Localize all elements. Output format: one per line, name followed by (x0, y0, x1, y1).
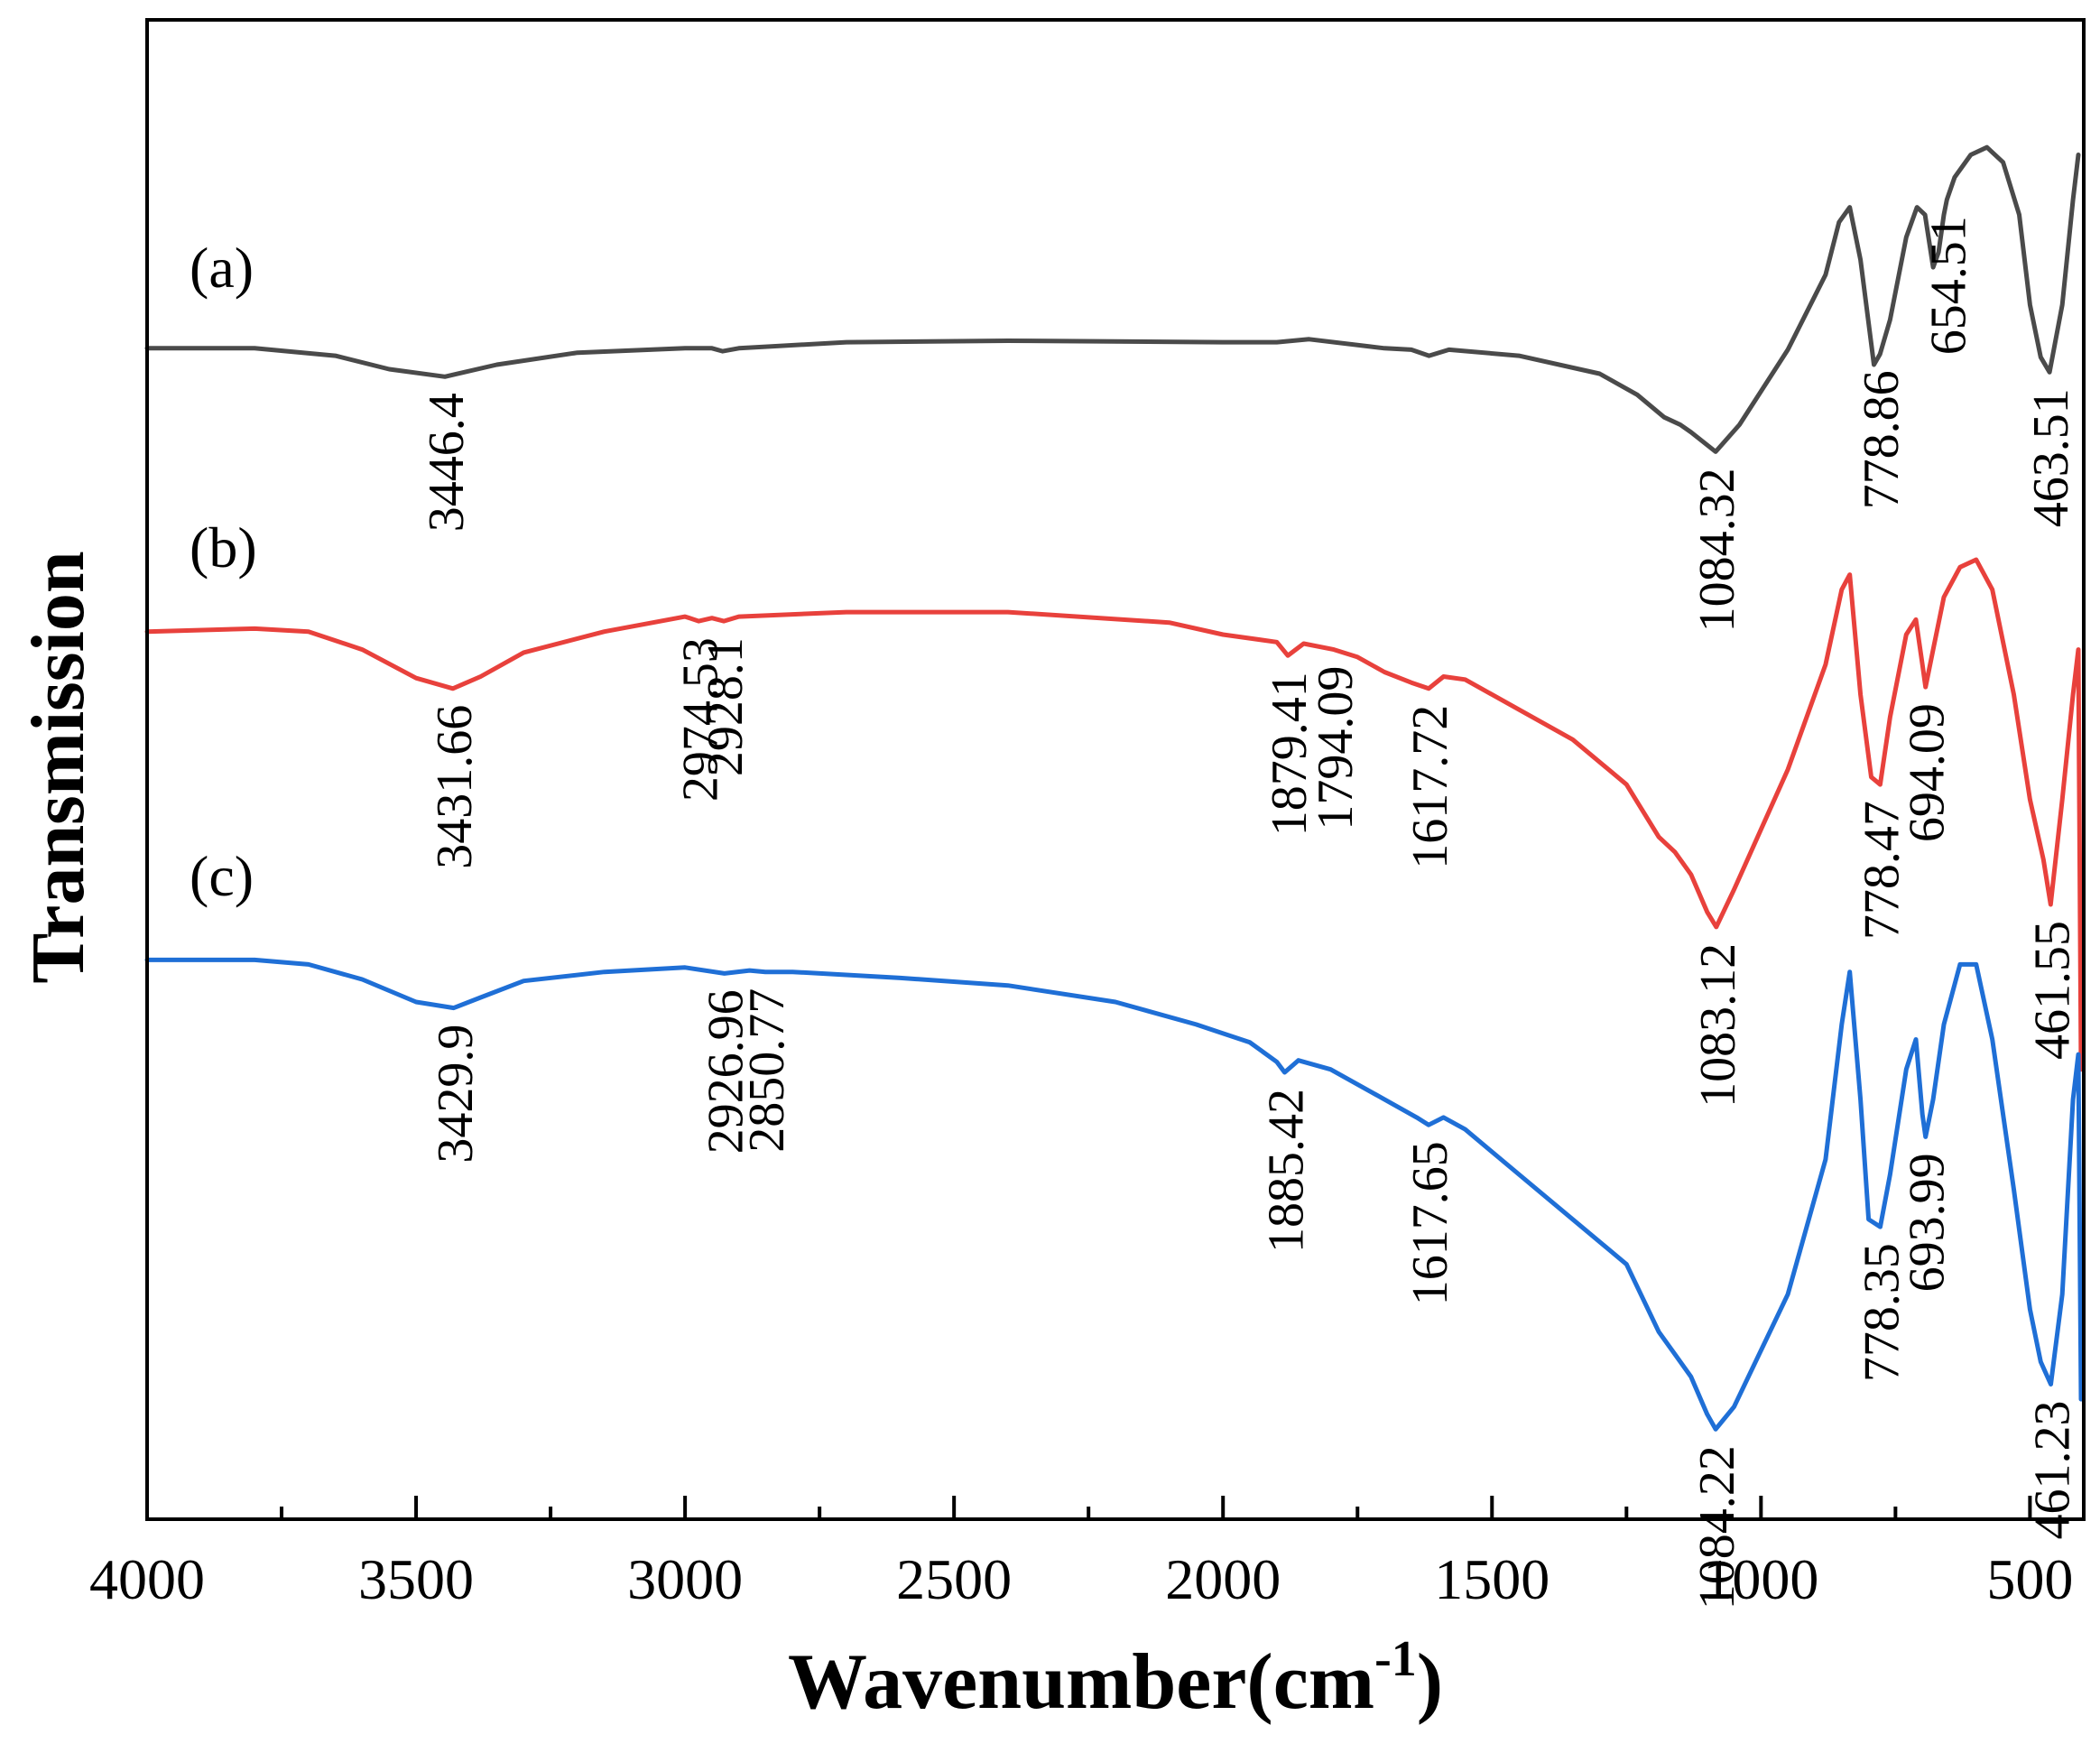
x-tick-label: 1000 (1703, 1547, 1818, 1611)
peak-label: 2974.53 (672, 637, 728, 802)
tick-layer: 4000 3500 3000 2500 2000 1500 1000 500 (89, 1496, 2073, 1611)
x-tick-label: 3500 (358, 1547, 474, 1611)
peak-label: 654.51 (1920, 216, 1976, 355)
x-tick-label: 500 (1986, 1547, 2073, 1611)
peak-label: 3429.9 (428, 1025, 484, 1164)
peak-label: 1617.72 (1402, 705, 1458, 869)
peak-label: 1084.32 (1689, 468, 1745, 632)
peak-label: 694.09 (1900, 703, 1956, 842)
peak-label: 461.23 (2025, 1401, 2081, 1540)
series-line-c (144, 957, 2084, 1432)
x-tick-label: 4000 (89, 1547, 205, 1611)
x-axis-title: Wavenumber(cm-1) (788, 1631, 1443, 1726)
peak-label: 463.51 (2023, 388, 2079, 527)
x-axis-title-sup: -1 (1374, 1631, 1417, 1687)
peak-label: 778.47 (1854, 801, 1910, 940)
peak-label: 778.86 (1854, 370, 1910, 509)
peak-label: 3431.66 (427, 705, 483, 869)
peak-label: 1885.42 (1259, 1089, 1315, 1253)
peak-label: 778.35 (1855, 1243, 1910, 1382)
peak-label: 461.55 (2024, 921, 2080, 1060)
x-tick-label: 3000 (627, 1547, 743, 1611)
x-tick-label: 2500 (896, 1547, 1012, 1611)
x-axis-title-main: Wavenumber(cm (788, 1638, 1374, 1726)
series-label-a: (a) (190, 236, 254, 300)
peak-label: 1879.41 (1262, 672, 1318, 836)
y-axis-title: Transmission (16, 551, 100, 983)
series-line-a (144, 144, 2081, 454)
x-axis-title-end: ) (1417, 1638, 1443, 1726)
peak-label: 2926.96 (698, 989, 754, 1154)
series-label-c: (c) (190, 844, 254, 908)
peak-label: 3446.4 (419, 393, 475, 532)
series-label-group: (a) (b) (c) (190, 236, 257, 908)
x-tick-label: 2000 (1165, 1547, 1281, 1611)
peak-label: 1617.65 (1402, 1141, 1458, 1305)
peak-label: 1794.09 (1308, 666, 1364, 830)
series-label-b: (b) (190, 515, 257, 580)
peak-label: 1083.12 (1690, 943, 1746, 1108)
peak-label: 2850.77 (739, 988, 795, 1153)
plot-frame (145, 18, 2086, 1521)
peak-label: 1084.22 (1689, 1445, 1745, 1609)
series-line-b (144, 557, 2084, 1072)
series-layer (144, 144, 2084, 1432)
peak-label: 2928.1 (698, 637, 754, 776)
x-tick-label: 1500 (1434, 1547, 1550, 1611)
peak-label: 693.99 (1900, 1153, 1956, 1292)
